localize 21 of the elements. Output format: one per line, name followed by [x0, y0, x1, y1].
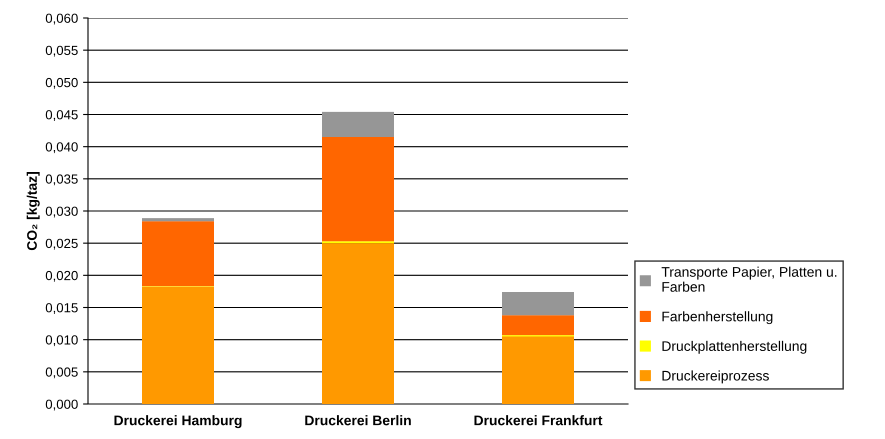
y-tick-label: 0,045 [46, 110, 78, 121]
x-tick-label: Druckerei Hamburg [114, 415, 242, 428]
y-tick-label: 0,020 [46, 270, 78, 282]
y-tick-label: 0,060 [46, 14, 78, 24]
y-tick-label: 0,040 [46, 142, 78, 154]
legend-label: Druckereiprozess [662, 370, 769, 384]
y-tick-label: 0,055 [46, 46, 78, 57]
x-tick-label: Druckerei Berlin [305, 415, 411, 426]
y-tick-label: 0,025 [46, 238, 78, 250]
legend-label: Farbenherstellung [662, 311, 772, 324]
y-tick-label: 0,035 [46, 174, 78, 186]
y-tick-label: 0,050 [46, 78, 78, 89]
y-axis-title: CO₂ [kg/taz] [26, 172, 40, 250]
x-tick-label: Druckerei Frankfurt [474, 415, 602, 426]
y-tick-label: 0,030 [46, 206, 78, 218]
legend-label: Druckplattenherstellung [662, 340, 806, 354]
legend-label: Transporte Papier, Platten u. Farben [662, 266, 836, 292]
y-tick-label: 0,000 [46, 400, 78, 410]
y-tick-label: 0,015 [46, 303, 78, 314]
y-tick-label: 0,010 [46, 335, 78, 346]
y-tick-label: 0,005 [46, 367, 78, 378]
